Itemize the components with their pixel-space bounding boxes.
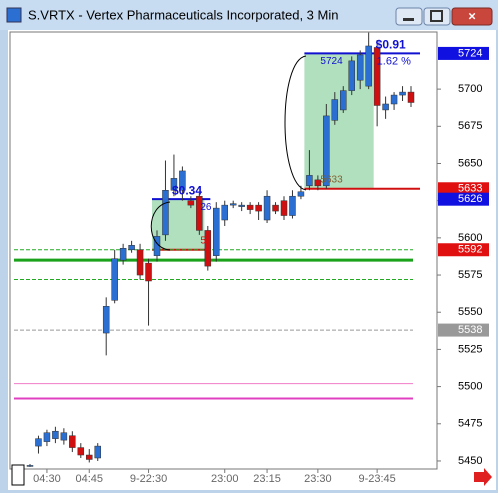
y-tick-label: 5650 xyxy=(458,157,482,169)
window-title: S.VRTX - Vertex Pharmaceuticals Incorpor… xyxy=(28,7,338,22)
candle-body xyxy=(348,60,355,91)
candle-body xyxy=(26,465,34,467)
y-tick-label: 5525 xyxy=(458,343,482,355)
candle-body xyxy=(238,204,245,207)
range-box xyxy=(152,199,205,250)
y-tick-label: 5500 xyxy=(458,381,482,393)
candle-body xyxy=(255,204,262,212)
candle-body xyxy=(179,170,186,191)
candle-body xyxy=(246,204,254,210)
candle-body xyxy=(94,445,101,459)
scroll-thumb[interactable] xyxy=(11,464,25,486)
minimize-icon xyxy=(403,18,414,21)
candle-body xyxy=(204,230,212,267)
box-change: $0.34 xyxy=(172,183,202,197)
close-icon: × xyxy=(468,8,476,23)
minimize-button[interactable] xyxy=(395,7,423,26)
box-bottom-label: 5633 xyxy=(320,174,343,185)
x-tick-label: 23:00 xyxy=(211,473,239,485)
candle-body xyxy=(221,204,228,221)
candle-body xyxy=(306,175,313,187)
x-tick-label: 9-23:45 xyxy=(358,473,395,485)
price-label: 5592 xyxy=(458,244,482,256)
candle-body xyxy=(272,204,279,212)
candle-body xyxy=(314,179,322,187)
candle-body xyxy=(35,438,42,447)
price-label: 5724 xyxy=(458,47,482,59)
candle-body xyxy=(136,249,144,276)
x-tick-label: 04:30 xyxy=(33,473,61,485)
price-label-box xyxy=(438,192,489,206)
maximize-icon xyxy=(430,10,443,22)
y-tick-label: 5450 xyxy=(458,455,482,467)
candle-body xyxy=(52,430,59,439)
candle-body xyxy=(86,454,93,460)
candle-body xyxy=(365,45,372,87)
candle-body xyxy=(356,54,364,81)
box-bottom-label: 5 xyxy=(200,235,206,246)
candle-body xyxy=(323,115,330,187)
candle-body xyxy=(196,195,203,231)
price-label-box xyxy=(438,182,489,196)
candle-body xyxy=(399,91,406,96)
candle-body xyxy=(69,435,76,448)
candle-body xyxy=(407,91,415,103)
price-label: 5633 xyxy=(458,183,482,195)
candle-body xyxy=(263,195,271,221)
price-label: 5538 xyxy=(458,324,482,336)
price-label-box xyxy=(438,243,489,257)
x-tick-label: 23:30 xyxy=(304,473,332,485)
price-label: 5626 xyxy=(458,193,482,205)
candle-body xyxy=(145,262,152,282)
candle-body xyxy=(170,178,178,191)
y-tick-label: 5600 xyxy=(458,232,482,244)
candle-body xyxy=(390,94,398,105)
candle-body xyxy=(331,99,339,121)
candle-body xyxy=(229,203,237,206)
y-tick-label: 5575 xyxy=(458,269,482,281)
x-tick-label: 04:45 xyxy=(76,473,104,485)
candle-body xyxy=(373,47,381,106)
y-tick-label: 5675 xyxy=(458,120,482,132)
x-tick-label: 23:15 xyxy=(253,473,281,485)
x-tick-label: 9-22:30 xyxy=(130,473,167,485)
candle-body xyxy=(289,195,296,216)
candle-body xyxy=(162,190,169,236)
candle-body xyxy=(213,207,220,256)
plot: 5450547555005525555055755600562556505675… xyxy=(14,32,489,485)
y-tick-label: 5550 xyxy=(458,306,482,318)
candle-body xyxy=(280,200,288,216)
candle-body xyxy=(102,306,110,334)
box-percent: 1.62 % xyxy=(377,55,411,67)
candle-body xyxy=(187,200,195,206)
price-label-box xyxy=(438,323,489,337)
close-button[interactable] xyxy=(451,7,493,26)
candle-body xyxy=(60,432,68,441)
y-tick-label: 5700 xyxy=(458,83,482,95)
candle-body xyxy=(77,447,85,456)
candle-body xyxy=(119,248,127,261)
candle-body xyxy=(382,103,389,111)
y-tick-label: 5475 xyxy=(458,418,482,430)
window-icon xyxy=(6,7,22,23)
box-top-label: 5724 xyxy=(320,56,343,67)
candle-body xyxy=(128,245,135,251)
arc xyxy=(150,201,171,251)
price-label-box xyxy=(438,46,489,60)
scroll-arrow[interactable] xyxy=(474,468,492,486)
arc xyxy=(284,55,307,191)
box-top-label: 26 xyxy=(200,202,212,213)
box-change: $0.91 xyxy=(376,38,406,52)
candle-body xyxy=(340,90,347,111)
candle-body xyxy=(297,191,305,197)
candle-body xyxy=(111,258,118,301)
candle-body xyxy=(43,432,51,442)
